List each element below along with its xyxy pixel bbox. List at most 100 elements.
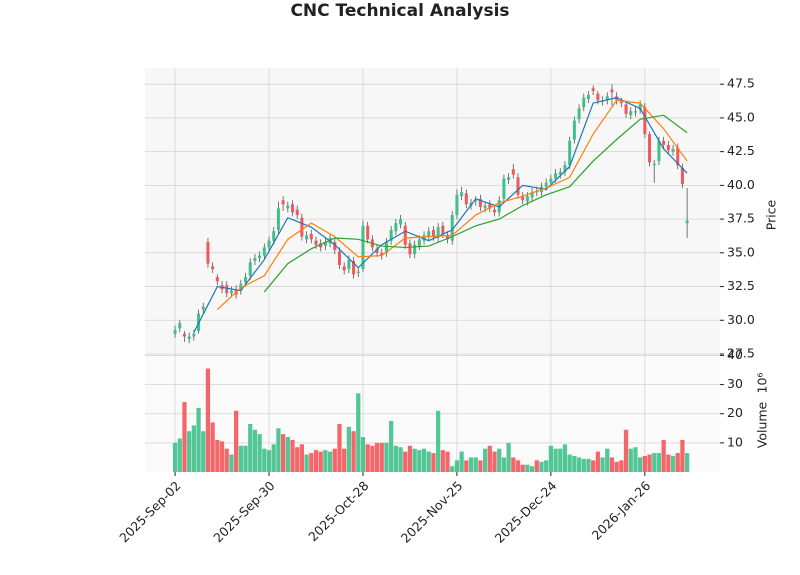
volume-bar [478, 460, 483, 472]
volume-bar [356, 393, 361, 472]
volume-bar [266, 450, 272, 472]
volume-bar [323, 450, 328, 472]
volume-bar [572, 455, 577, 472]
candle-body [309, 233, 313, 240]
candle-body [201, 306, 205, 310]
volume-bar [370, 445, 375, 472]
volume-bar [196, 407, 201, 472]
volume-bar [581, 458, 586, 472]
volume-bar [337, 423, 342, 472]
volume-bar [487, 445, 492, 472]
volume-bar [360, 437, 366, 472]
volume-bar [525, 464, 530, 472]
volume-bar [670, 455, 676, 472]
moving-average-line [263, 114, 688, 293]
volume-bar [327, 451, 333, 472]
candle-body [483, 205, 487, 209]
candle-body [572, 120, 576, 140]
volume-bar [454, 460, 460, 472]
volume-bar [205, 368, 211, 472]
volume-bar [605, 448, 610, 472]
candle-body [657, 140, 661, 162]
x-tick-label: 2025-Oct-28 [305, 478, 371, 544]
volume-bar [483, 448, 488, 472]
x-tick-label: 2025-Nov-25 [398, 478, 466, 546]
volume-bar [177, 438, 182, 472]
volume-bar [332, 448, 337, 472]
y-tick-label: 45.0 [727, 109, 755, 124]
volume-bar [238, 445, 243, 472]
volume-bar [351, 431, 356, 472]
volume-bar [318, 451, 323, 472]
volume-bar [544, 460, 549, 472]
volume-bar [600, 457, 605, 472]
volume-bar [511, 457, 516, 472]
volume-bar [346, 426, 351, 472]
candle-body [413, 244, 417, 255]
volume-bar [586, 458, 591, 472]
volume-bar [492, 451, 497, 472]
price-panel [145, 68, 720, 354]
volume-bar [257, 434, 262, 472]
candle-body [211, 266, 215, 270]
volume-bar [234, 410, 239, 472]
candle-body [605, 96, 609, 101]
candle-body [337, 251, 341, 265]
volume-bar [515, 460, 521, 472]
y-axis-label: Price [764, 199, 779, 230]
volume-bar [342, 448, 347, 472]
candle-body [680, 167, 684, 185]
volume-bar [539, 461, 544, 472]
candle-body [652, 163, 656, 166]
volume-bar [501, 457, 507, 472]
y2-tick-label: 20 [727, 405, 743, 420]
volume-bar [407, 445, 413, 472]
volume-bar [450, 466, 455, 472]
candle-body [182, 333, 186, 337]
y2-tick-label: 30 [727, 376, 743, 391]
candle-body [356, 271, 360, 274]
y-tick-label: 27.5 [727, 346, 755, 361]
candle-body [323, 242, 327, 247]
volume-bar [567, 454, 572, 472]
volume-bar [224, 448, 229, 472]
candle-body [666, 144, 670, 151]
volume-bar [680, 439, 685, 472]
volume-bar [187, 431, 192, 472]
candle-body [431, 229, 435, 237]
candle-body [648, 134, 652, 163]
candle-body [591, 88, 595, 91]
candle-body [295, 209, 299, 216]
volume-bar [384, 442, 389, 472]
candle-body [441, 225, 445, 234]
volume-bar [412, 448, 417, 472]
volume-bar [403, 451, 408, 472]
y-tick-label: 40.0 [727, 177, 755, 192]
candle-body [319, 243, 323, 248]
y-tick-label: 42.5 [727, 143, 755, 158]
volume-bar [417, 450, 422, 472]
candle-body [554, 173, 558, 179]
candle-body [643, 107, 647, 135]
volume-bar [614, 461, 619, 472]
volume-bar [652, 453, 657, 472]
chart-title: CNC Technical Analysis [290, 1, 509, 21]
y-tick-label: 30.0 [727, 312, 755, 327]
candle-body [272, 231, 276, 241]
volume-bar [656, 453, 662, 472]
candle-body [568, 140, 572, 166]
candle-body [502, 178, 506, 199]
volume-bar [440, 450, 445, 472]
candle-body [525, 196, 529, 202]
volume-bar [675, 453, 680, 472]
volume-bar [445, 451, 450, 472]
candle-body [488, 204, 492, 209]
volume-bar [219, 441, 225, 472]
candle-body [366, 225, 370, 240]
candle-body [685, 220, 689, 224]
candle-body [474, 200, 478, 202]
volume-bar [468, 457, 474, 472]
y2-tick-label: 40 [727, 347, 743, 362]
volume-bar [506, 442, 511, 472]
